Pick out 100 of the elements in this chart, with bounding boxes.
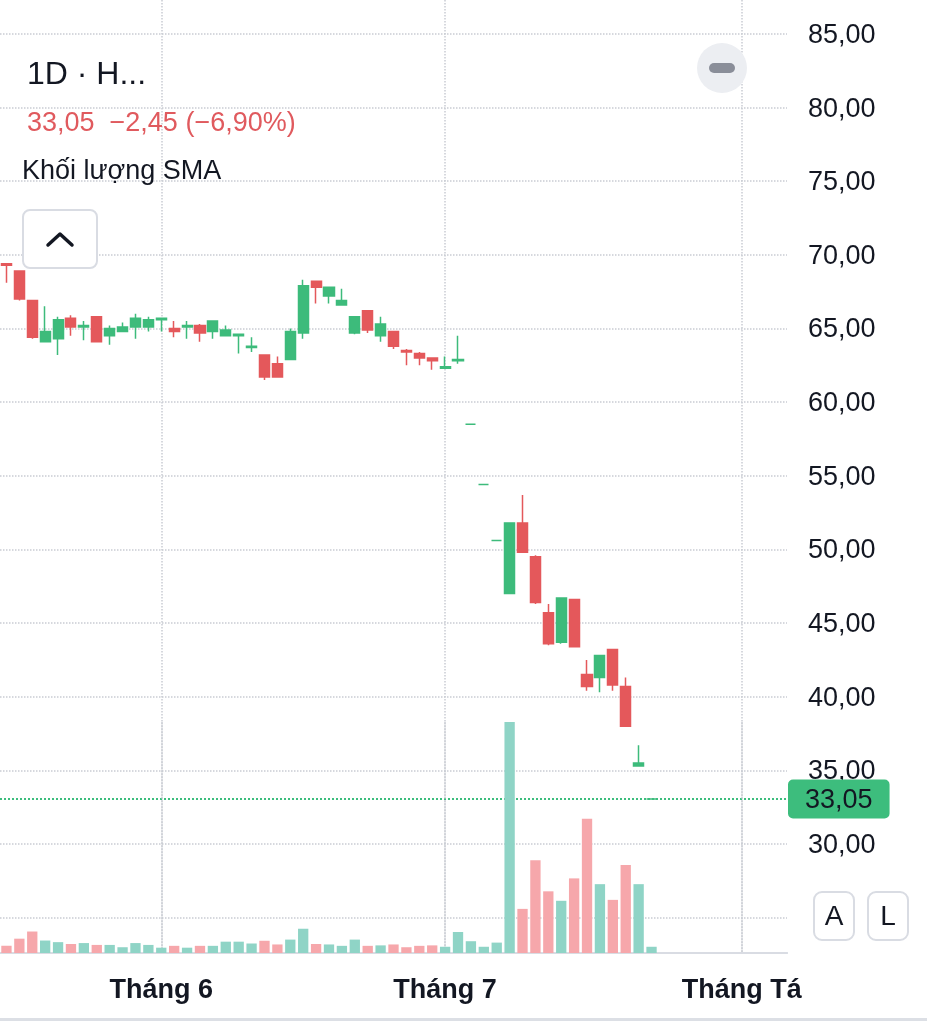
bar [568,878,580,953]
candlestick [129,312,142,340]
bar [156,947,167,953]
candlestick [400,348,413,367]
bar [181,947,193,953]
bar [427,945,438,953]
bar [323,944,335,953]
candlestick [26,299,39,340]
bar [465,941,477,953]
bar [633,884,644,953]
candlestick [271,355,284,378]
bar [169,945,180,953]
y-tick-label: 55,00 [808,460,876,491]
candlestick [542,603,555,646]
bar [556,900,567,953]
candlestick [426,357,439,371]
candlestick [52,315,65,356]
candlestick [568,598,581,648]
bar [14,938,25,953]
candlestick [39,305,52,343]
bar [388,944,399,953]
bar [65,943,77,953]
bar [594,884,606,953]
candlestick [477,483,490,486]
candlestick [245,336,258,353]
candlestick [13,270,26,302]
bar [233,941,244,953]
bar [517,908,528,953]
bar [581,818,593,953]
bar [27,931,38,953]
bar [375,945,386,953]
bar [310,943,322,953]
bar [491,942,502,953]
y-tick-label: 45,00 [808,608,876,639]
y-tick-label: 40,00 [808,681,876,712]
bar [194,945,206,953]
x-tick-label: Tháng 6 [109,973,214,1004]
bar [362,945,373,953]
candlestick [606,648,619,692]
candlestick [181,320,194,340]
bar [143,944,154,953]
bar [130,943,141,953]
bar [439,946,451,953]
candlestick [155,317,168,333]
text: 1D · H... [27,55,147,91]
bar [117,947,128,953]
bar [272,944,283,953]
candlestick [361,310,374,334]
y-tick-label: 50,00 [808,534,876,565]
bar [336,945,348,953]
bar [1,945,12,953]
candlestick [206,320,219,340]
y-tick-label: 30,00 [808,829,876,859]
candlestick [168,320,181,339]
y-tick-label: 65,00 [808,313,876,344]
candlestick [619,676,632,727]
text: 33,05 −2,45 (−6,90%) [27,107,296,137]
candlestick [64,314,77,337]
candlestick [632,744,645,767]
candlestick [529,554,542,605]
bar [607,899,618,953]
x-tick-label: Tháng 7 [393,973,497,1004]
candlestick [374,315,387,343]
candlestick [439,355,452,369]
bar [40,940,51,953]
candlestick [593,654,606,694]
bar [646,946,657,953]
candlestick [77,320,90,341]
candlestick [142,315,155,333]
bar [349,939,360,953]
y-tick-label: 85,00 [808,18,876,49]
candlestick [193,323,207,343]
candlestick [219,324,232,337]
candlestick [503,522,516,595]
candlestick [90,315,103,343]
bar [620,864,631,953]
candlestick [335,287,348,306]
candlestick [258,354,271,381]
candlestick [297,279,310,340]
candlestick [116,321,129,333]
candlestick [580,659,594,692]
candlestick [348,315,361,336]
bar [414,945,425,953]
bar [504,722,515,953]
bar [220,941,231,953]
bar [91,944,102,953]
bar [104,944,115,953]
candlestick [413,351,426,367]
candlestick [555,597,568,645]
bar [478,946,489,953]
bar [259,940,270,953]
candlestick [284,327,297,361]
candlestick [451,335,465,365]
bar [530,860,541,953]
bar [246,943,257,953]
x-tick-label: Tháng Tá [681,973,803,1004]
candlestick [0,262,13,284]
candlestick [103,324,116,346]
bar [543,891,554,953]
y-tick-label: 80,00 [808,92,876,123]
